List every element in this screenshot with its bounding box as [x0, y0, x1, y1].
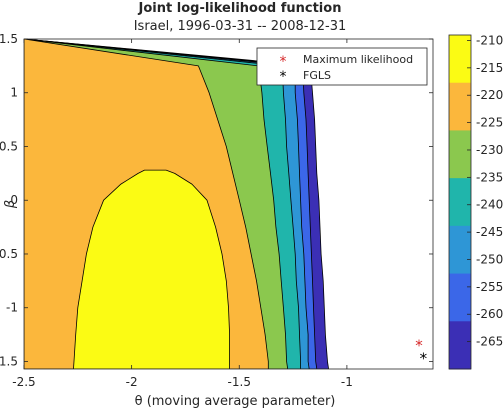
colorbar-tick-label: -250 [476, 252, 503, 266]
colorbar-tick-label: -255 [476, 280, 503, 294]
y-tick-label: 1.5 [0, 32, 18, 46]
chart-title: Joint log-likelihood function [138, 1, 342, 16]
y-tick-label: 0.5 [0, 139, 18, 153]
colorbar-band [449, 83, 471, 131]
colorbar-tick-label: -210 [476, 33, 503, 47]
colorbar-tick-label: -215 [476, 61, 503, 75]
y-axis-label: β [3, 200, 18, 209]
colorbar-band [449, 35, 471, 83]
legend-marker-ml: * [280, 54, 287, 70]
colorbar-tick-label: -265 [476, 335, 503, 349]
colorbar-tick-label: -220 [476, 88, 503, 102]
colorbar-tick-label: -235 [476, 170, 503, 184]
x-axis-label: θ (moving average parameter) [135, 394, 336, 409]
colorbar-tick-label: -245 [476, 225, 503, 239]
y-tick-label: 1 [10, 86, 18, 100]
colorbar-tick-label: -230 [476, 143, 503, 157]
legend-marker-fgls: * [280, 69, 287, 85]
x-tick-label: -2 [126, 375, 138, 389]
colorbar-tick-label: -260 [476, 307, 503, 321]
x-tick-label: -2.5 [12, 375, 35, 389]
colorbar-band [449, 178, 471, 226]
legend-label-fgls: FGLS [303, 69, 331, 82]
y-tick-label: -1.5 [0, 354, 18, 368]
colorbar-band [449, 130, 471, 178]
legend-label-ml: Maximum likelihood [303, 53, 413, 66]
chart-subtitle: Israel, 1996-03-31 -- 2008-12-31 [134, 19, 347, 34]
colorbar-bands [449, 35, 471, 370]
y-tick-label: -0.5 [0, 247, 18, 261]
contour-regions [24, 39, 329, 369]
colorbar-tick-label: -225 [476, 116, 503, 130]
x-tick-label: -1 [341, 375, 353, 389]
colorbar-tick-label: -240 [476, 198, 503, 212]
colorbar-band [449, 226, 471, 274]
x-tick-label: -1.5 [228, 375, 251, 389]
colorbar-band [449, 321, 471, 369]
point-fgls: * [420, 349, 428, 367]
y-tick-label: -1 [6, 301, 18, 315]
legend: * Maximum likelihood * FGLS [257, 48, 427, 85]
